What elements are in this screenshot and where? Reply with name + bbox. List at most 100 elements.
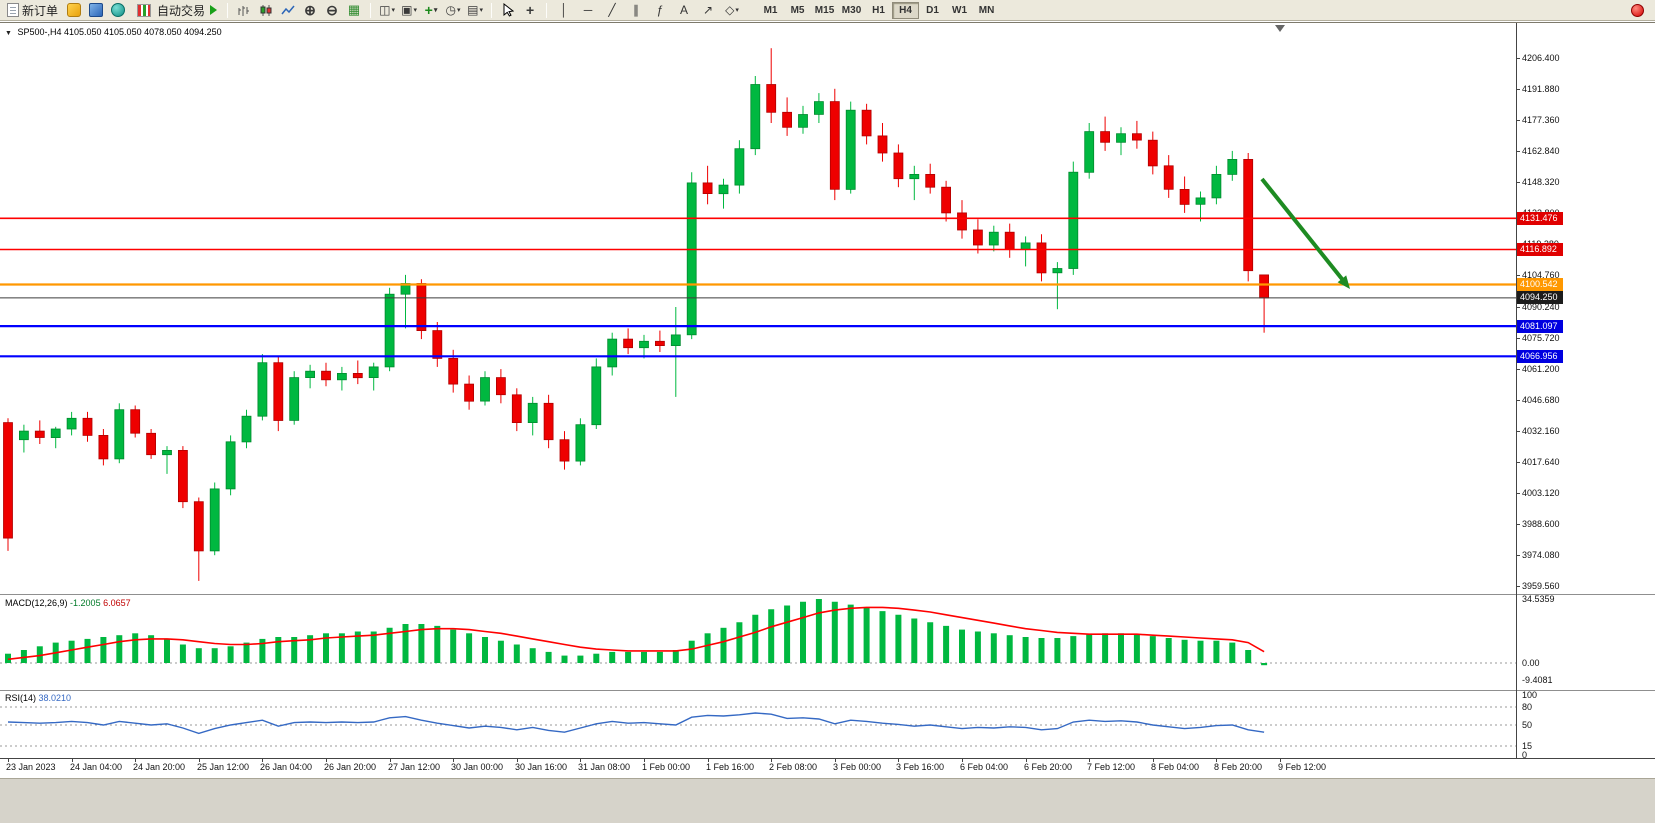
rsi-value: 38.0210 — [38, 693, 72, 703]
fibonacci-tool-button[interactable]: ƒ — [656, 3, 664, 17]
price-line-badge: 4081.097 — [1517, 320, 1563, 333]
price-tick-label: 4017.640 — [1522, 457, 1560, 467]
text-tool-button[interactable]: A — [680, 3, 689, 17]
mql-market-icon[interactable] — [67, 3, 82, 17]
grid-button[interactable]: ▦ — [347, 2, 361, 17]
timeframe-button-m5[interactable]: M5 — [790, 4, 805, 16]
channel-tool-button[interactable]: ∥ — [633, 3, 640, 17]
macd-label-row: MACD(12,26,9) -1.2005 6.0657 — [5, 598, 131, 608]
bar-chart-icon — [238, 5, 250, 16]
toolbar-separator — [491, 2, 493, 18]
bar-chart-button[interactable] — [234, 2, 254, 19]
pane-separator-rsi[interactable] — [0, 690, 1655, 691]
time-label: 24 Jan 04:00 — [70, 762, 123, 772]
price-tick-mark — [1517, 58, 1520, 59]
indicators-button[interactable]: + ▾ — [424, 2, 438, 18]
time-axis[interactable]: 23 Jan 2023 24 Jan 04:00 24 Jan 20:00 25 Ja… — [0, 758, 1516, 779]
price-line-badge: 4116.892 — [1517, 243, 1563, 256]
chart-shift-marker[interactable] — [1275, 25, 1285, 32]
rsi-axis-label: 50 — [1522, 720, 1533, 730]
horizontal-line-tool-button[interactable]: ─ — [583, 3, 593, 17]
auto-trading-button[interactable]: 自动交易 — [130, 1, 221, 19]
chart-menu-icon[interactable]: ▼ — [5, 30, 12, 37]
chart-window[interactable]: ▼ SP500-,H4 4105.050 4105.050 4078.050 4… — [0, 22, 1655, 778]
rsi-svg[interactable] — [0, 691, 1516, 758]
dropdown-caret-icon: ▾ — [391, 6, 395, 14]
price-tick-mark — [1517, 182, 1520, 183]
line-chart-button[interactable] — [278, 2, 298, 19]
dropdown-caret-icon: ▾ — [479, 6, 483, 14]
time-tick-mark — [771, 758, 772, 762]
price-tick-mark — [1517, 151, 1520, 152]
time-label: 8 Feb 04:00 — [1151, 762, 1200, 772]
pane-separator-macd[interactable] — [0, 594, 1655, 595]
price-axis-line — [1516, 23, 1517, 758]
price-tick-label: 3959.560 — [1522, 581, 1560, 591]
timeframe-button-m1[interactable]: M1 — [763, 4, 778, 16]
new-order-button[interactable]: 新订单 — [3, 1, 62, 19]
price-tick-label: 4191.880 — [1522, 84, 1560, 94]
window-layout-button[interactable]: ▣ ▾ — [401, 3, 417, 17]
price-tick-label: 4046.680 — [1522, 395, 1560, 405]
crosshair-tool-button[interactable]: + — [525, 2, 535, 18]
time-label: 30 Jan 16:00 — [515, 762, 568, 772]
play-icon — [210, 5, 218, 15]
timeframe-button-m30[interactable]: M30 — [841, 4, 862, 16]
price-tick-label: 4032.160 — [1522, 426, 1560, 436]
main-chart-svg[interactable] — [0, 23, 1516, 594]
candlestick-chart-button[interactable] — [256, 2, 276, 19]
cursor-tool-button[interactable] — [498, 2, 518, 19]
timeframe-button-h4[interactable]: H4 — [892, 1, 920, 19]
dropdown-caret-icon: ▾ — [457, 6, 461, 14]
main-toolbar: 新订单 自动交易 ⊕ ⊖ ▦ ◫ ▾ ▣ ▾ + ▾ ◷ ▾ ▤ ▾ — [0, 0, 1655, 21]
rsi-axis-label: 100 — [1522, 690, 1538, 700]
community-icon[interactable] — [111, 3, 126, 17]
time-label: 2 Feb 08:00 — [769, 762, 818, 772]
price-tick-label: 3974.080 — [1522, 550, 1560, 560]
price-tick-label: 4090.240 — [1522, 302, 1560, 312]
window-bottom-strip — [0, 778, 1655, 823]
price-axis[interactable]: 4206.400 4191.880 4177.360 4162.840 4148.320… — [1517, 23, 1655, 779]
price-line-badge: 4066.956 — [1517, 350, 1563, 363]
tile-windows-button[interactable]: ◫ ▾ — [379, 3, 395, 17]
time-axis-line — [0, 758, 1655, 759]
periods-button[interactable]: ◷ ▾ — [445, 3, 461, 17]
vertical-line-tool-button[interactable]: │ — [560, 3, 568, 17]
charts-icon[interactable] — [89, 3, 104, 17]
time-label: 23 Jan 2023 — [6, 762, 56, 772]
time-label: 25 Jan 12:00 — [197, 762, 250, 772]
timeframe-button-mn[interactable]: MN — [978, 4, 995, 16]
price-tick-mark — [1517, 307, 1520, 308]
macd-svg[interactable] — [0, 595, 1516, 690]
alert-icon[interactable] — [1631, 3, 1644, 17]
zoom-out-button[interactable]: ⊖ — [326, 1, 338, 18]
price-tick-label: 4075.720 — [1522, 333, 1560, 343]
timeframe-button-d1[interactable]: D1 — [926, 4, 939, 16]
shapes-tool-button[interactable]: ◇ ▾ — [725, 3, 739, 17]
price-line-badge: 4131.476 — [1517, 212, 1563, 225]
time-tick-mark — [390, 758, 391, 762]
time-tick-mark — [962, 758, 963, 762]
toolbar-separator — [227, 2, 229, 18]
timeframe-button-h1[interactable]: H1 — [872, 4, 885, 16]
time-label: 7 Feb 12:00 — [1087, 762, 1136, 772]
trendline-tool-button[interactable]: ╱ — [608, 3, 616, 17]
price-line-badge: 4094.250 — [1517, 291, 1563, 304]
price-tick-mark — [1517, 462, 1520, 463]
arrows-tool-button[interactable]: ↗ — [703, 3, 714, 17]
zoom-in-button[interactable]: ⊕ — [304, 1, 316, 18]
chart-title: ▼ SP500-,H4 4105.050 4105.050 4078.050 4… — [5, 27, 222, 37]
price-tick-label: 4061.200 — [1522, 364, 1560, 374]
timeframe-button-w1[interactable]: W1 — [952, 4, 968, 16]
time-tick-mark — [135, 758, 136, 762]
time-tick-mark — [1280, 758, 1281, 762]
templates-button[interactable]: ▤ ▾ — [467, 3, 483, 17]
candlestick-chart-icon — [260, 4, 272, 16]
timeframe-button-m15[interactable]: M15 — [814, 4, 835, 16]
time-tick-mark — [262, 758, 263, 762]
time-label: 6 Feb 20:00 — [1024, 762, 1073, 772]
line-chart-icon — [281, 5, 295, 14]
time-tick-mark — [1216, 758, 1217, 762]
time-tick-mark — [580, 758, 581, 762]
